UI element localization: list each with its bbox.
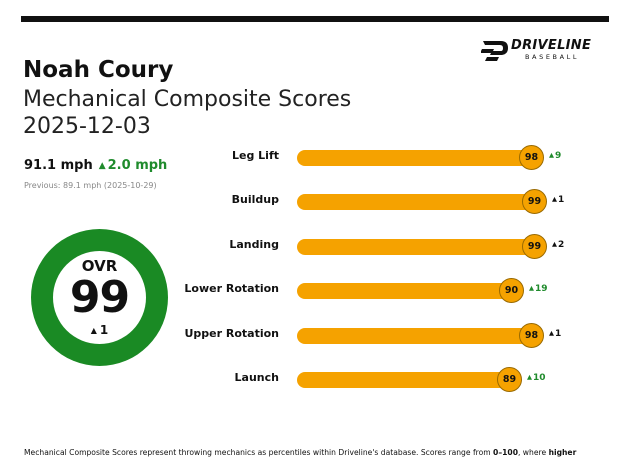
overall-score-ring: OVR 99 ▲ 1 <box>31 229 168 366</box>
bar-label: Upper Rotation <box>184 326 279 340</box>
bar-label: Landing <box>229 237 279 251</box>
driveline-logo-mark <box>481 41 508 61</box>
bar-change-value: 10 <box>533 373 546 383</box>
bar-value-badge: 90 <box>499 278 524 304</box>
bar-row: Lower Rotation 90 ▲19 <box>0 275 621 305</box>
overall-score-center: OVR 99 ▲ 1 <box>53 251 146 344</box>
bar-label: Buildup <box>231 193 279 207</box>
bar-change-value: 9 <box>555 151 562 161</box>
overall-delta: ▲ 1 <box>90 323 109 337</box>
bar-row: Landing 99 ▲2 <box>0 231 621 261</box>
up-triangle-icon: ▲ <box>527 373 532 381</box>
top-rule <box>21 16 609 22</box>
player-name: Noah Coury <box>23 57 174 83</box>
up-triangle-icon: ▲ <box>98 161 106 171</box>
bar-value-badge: 99 <box>522 189 547 215</box>
bar-change-value: 2 <box>558 239 565 250</box>
bar-value-badge: 98 <box>519 322 544 348</box>
up-triangle-icon: ▲ <box>552 195 557 204</box>
bar-change-value: 1 <box>555 328 562 339</box>
bar <box>297 238 545 255</box>
velocity-readout: 91.1 mph ▲ 2.0 mph <box>24 158 167 173</box>
bar-row: Buildup 99 ▲1 <box>0 186 621 216</box>
bar-label: Launch <box>234 371 279 384</box>
bar-value-badge: 89 <box>497 367 522 392</box>
bar-change: ▲1 <box>552 195 564 205</box>
previous-velocity: Previous: 89.1 mph (2025-10-29) <box>24 181 157 190</box>
bar-change: ▲2 <box>552 240 564 250</box>
logo-subtitle: BASEBALL <box>525 53 580 61</box>
velocity-current: 91.1 mph <box>24 158 93 173</box>
bar <box>297 194 545 211</box>
bar-track: 98 ▲9 <box>297 145 561 170</box>
bar-change: ▲19 <box>529 284 548 294</box>
bar-label: Lower Rotation <box>184 282 279 296</box>
bar <box>297 372 520 388</box>
bar-track: 89 ▲10 <box>297 367 547 392</box>
bar-change-value: 1 <box>558 195 565 206</box>
velocity-delta: ▲ 2.0 mph <box>98 158 168 173</box>
up-triangle-icon: ▲ <box>552 239 557 248</box>
up-triangle-icon: ▲ <box>529 284 534 293</box>
bar-row: Leg Lift 98 ▲9 <box>0 142 621 172</box>
bar-track: 98 ▲1 <box>297 322 561 348</box>
bar-row: Upper Rotation 98 ▲1 <box>0 320 621 350</box>
report-date: 2025-12-03 <box>23 114 151 139</box>
footer-note: Mechanical Composite Scores represent th… <box>24 448 577 457</box>
bar-value-badge: 98 <box>519 145 544 170</box>
up-triangle-icon: ▲ <box>549 151 554 159</box>
bar-label: Leg Lift <box>232 149 279 162</box>
bar-change: ▲9 <box>549 151 561 161</box>
bar-track: 99 ▲1 <box>297 189 564 215</box>
driveline-logo: DRIVELINE BASEBALL <box>481 38 591 64</box>
bar <box>297 327 542 344</box>
bar-change: ▲10 <box>527 373 546 383</box>
bar-row: Launch 89 ▲10 <box>0 364 621 394</box>
up-triangle-icon: ▲ <box>90 326 97 335</box>
overall-score: 99 <box>69 272 130 323</box>
bar-change-value: 19 <box>535 284 548 295</box>
bar-value-badge: 99 <box>522 233 547 259</box>
overall-label: OVR <box>81 257 118 275</box>
bar-track: 90 ▲19 <box>297 278 548 304</box>
bar-change: ▲1 <box>549 329 561 339</box>
report-title: Mechanical Composite Scores <box>23 87 352 112</box>
up-triangle-icon: ▲ <box>549 328 554 337</box>
bar <box>297 283 522 300</box>
bar-track: 99 ▲2 <box>297 233 564 259</box>
logo-wordmark: DRIVELINE <box>511 38 592 53</box>
bar <box>297 150 542 166</box>
